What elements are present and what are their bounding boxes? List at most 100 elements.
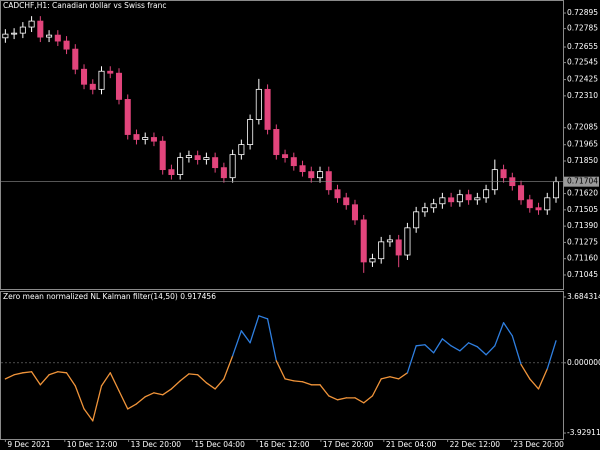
x-tick-label: 10 Dec 12:00 [67, 440, 118, 449]
candle-body [229, 154, 236, 179]
candle-body [72, 48, 79, 70]
indicator-segment [432, 338, 444, 354]
candle-body [544, 197, 551, 211]
candle-body [194, 155, 201, 160]
candle-body [526, 199, 533, 209]
candle-body [81, 68, 88, 85]
x-tick-label: 22 Dec 12:00 [450, 440, 501, 449]
indicator-segment [275, 360, 286, 380]
x-tick-label: 16 Dec 12:00 [259, 440, 310, 449]
indicator-segment [354, 397, 365, 404]
indicator-segment [398, 372, 409, 380]
x-tick-label: 13 Dec 20:00 [131, 440, 182, 449]
indicator-segment [231, 330, 243, 357]
indicator-segment [293, 380, 304, 383]
indicator-segment [197, 374, 208, 384]
x-tick-label: 15 Dec 04:00 [194, 440, 245, 449]
y-tick-label: 0.71160 [567, 254, 598, 263]
indicator-segment [459, 342, 470, 352]
candle-body [299, 165, 306, 173]
chart-title: CADCHF,H1: Canadian dollar vs Swiss fran… [3, 1, 166, 10]
indicator-segment [389, 376, 400, 380]
y-tick-label: 3.684314 [567, 292, 600, 301]
indicator-segment [223, 355, 234, 380]
candle-body [316, 171, 324, 179]
candle-body [247, 119, 254, 145]
y-tick-label: 0.000000 [567, 358, 600, 367]
candle-body [369, 258, 376, 263]
indicator-segment [476, 346, 487, 356]
candle-body [273, 129, 280, 156]
indicator-segment [83, 408, 94, 422]
candle-body [386, 239, 393, 243]
indicator-segment [529, 378, 540, 390]
candle-body [343, 197, 350, 206]
candle-body [308, 171, 315, 179]
candle-body [168, 169, 175, 175]
candle-body [159, 140, 166, 171]
candle-body [133, 134, 140, 140]
indicator-title: Zero mean normalized NL Kalman filter(14… [3, 292, 216, 301]
candle-body [334, 189, 341, 199]
indicator-panel-frame [0, 291, 564, 440]
indicator-segment [214, 378, 225, 390]
y-tick-label: 0.71045 [567, 270, 598, 279]
candle-body [491, 169, 498, 191]
indicator-segment [13, 372, 24, 376]
y-tick-label: -3.929114 [567, 428, 600, 437]
candle-body [203, 157, 210, 160]
candle-body [115, 72, 123, 100]
indicator-segment [127, 403, 138, 410]
indicator-segment [266, 318, 277, 362]
candle-body [63, 40, 70, 50]
candle-body [238, 144, 245, 156]
candle-body [28, 20, 35, 28]
indicator-segment [74, 385, 85, 410]
indicator-segment [363, 395, 374, 404]
x-tick-label: 21 Dec 04:00 [386, 440, 437, 449]
candle-body [255, 88, 262, 120]
candle-body [351, 204, 359, 221]
indicator-segment [144, 392, 155, 398]
y-tick-label: 0.72655 [567, 42, 598, 51]
indicator-segment [406, 345, 417, 374]
indicator-segment [450, 345, 461, 352]
x-tick-label: 17 Dec 20:00 [323, 440, 374, 449]
y-tick-label: 0.72545 [567, 58, 598, 67]
indicator-segment [485, 345, 496, 356]
candle-body [430, 203, 437, 209]
y-tick-label: 0.72785 [567, 24, 598, 33]
indicator-segment [205, 382, 216, 390]
candle-body [456, 194, 463, 203]
indicator-segment [153, 392, 164, 396]
indicator-segment [546, 340, 557, 370]
x-tick-label: 23 Dec 20:00 [513, 440, 564, 449]
y-tick-label: 0.72425 [567, 75, 598, 84]
candle-body [325, 171, 332, 191]
indicator-segment [284, 378, 295, 382]
candle-body [264, 88, 271, 130]
indicator-segment [424, 344, 435, 354]
candle-body [142, 137, 149, 140]
candle-body [483, 189, 490, 199]
indicator-segment [319, 384, 330, 397]
y-tick-label: 0.71275 [567, 237, 598, 246]
candle-body [177, 157, 184, 175]
indicator-segment [39, 374, 50, 386]
candle-body [2, 33, 9, 39]
indicator-segment [502, 322, 513, 337]
indicator-segment [162, 388, 173, 396]
candle-body [552, 181, 560, 199]
candle-body [98, 70, 105, 90]
indicator-segment [467, 342, 478, 348]
candle-body [518, 185, 525, 201]
candle-body [212, 157, 219, 169]
candle-body [290, 157, 297, 167]
y-tick-label: 0.72310 [567, 91, 598, 100]
indicator-segment [170, 380, 181, 390]
indicator-segment [249, 315, 260, 344]
y-tick-label: 0.71620 [567, 189, 598, 198]
indicator-segment [118, 390, 129, 410]
